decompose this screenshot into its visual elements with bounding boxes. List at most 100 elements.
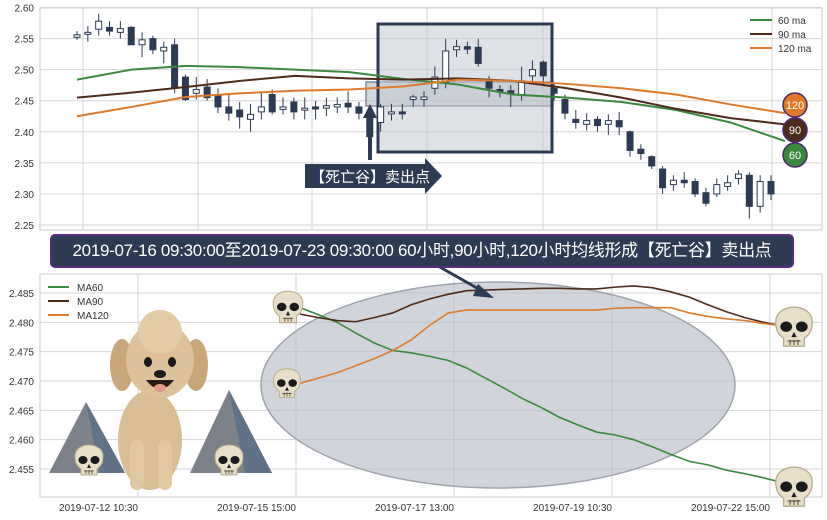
candle [301, 107, 309, 111]
mountain-illustration [49, 390, 272, 473]
candle [247, 113, 254, 120]
line-MA120 [299, 306, 783, 385]
y-tick-label: 2.475 [9, 348, 34, 359]
candle [615, 120, 623, 128]
y-tick-label: 2.480 [9, 318, 34, 329]
end-badge [782, 92, 808, 118]
y-tick-label: 2.35 [15, 159, 35, 170]
candle [463, 46, 471, 50]
ma-line-120-ma [76, 78, 786, 118]
skull-icon [775, 466, 813, 507]
y-tick-label: 2.45 [15, 97, 35, 108]
bottom-x-axis: 2019-07-12 10:30 2019-07-15 15:00 2019-07-… [59, 503, 770, 514]
candle [626, 131, 634, 151]
y-tick-label: 2.50 [15, 66, 35, 77]
candle [268, 94, 276, 113]
candle [734, 173, 742, 179]
candle [691, 181, 699, 195]
y-tick-label: 2.455 [9, 465, 34, 476]
candle [767, 181, 775, 195]
y-tick-label: 2.55 [15, 35, 35, 46]
y-tick-label: 2.470 [9, 377, 34, 388]
candle [572, 118, 580, 123]
candle [160, 46, 168, 52]
candle [442, 50, 450, 83]
top-y-axis: 2.25 2.30 2.35 2.40 2.45 2.50 2.55 2.60 [15, 4, 35, 233]
sell-point-label: 【死亡谷】卖出点 [305, 158, 442, 194]
dog-illustration [110, 310, 208, 490]
end-badge-label: 120 [786, 100, 804, 112]
candle [713, 184, 721, 195]
legend-label: 120 ma [778, 44, 812, 55]
y-tick-label: 2.60 [15, 4, 35, 15]
candle [84, 31, 92, 35]
candle [387, 111, 395, 115]
candle [333, 103, 341, 108]
x-tick-label: 2019-07-12 10:30 [59, 503, 138, 514]
up-arrow-icon [363, 104, 377, 160]
x-tick-label: 2019-07-19 10:30 [533, 503, 612, 514]
death-valley-box [376, 22, 554, 154]
candle [594, 118, 601, 127]
y-tick-label: 2.30 [15, 190, 35, 201]
legend-label: MA60 [77, 283, 104, 294]
candles [73, 13, 775, 219]
top-legend: 60 ma 90 ma 120 ma [750, 16, 812, 55]
y-tick-label: 2.460 [9, 436, 34, 447]
sell-point-text: 【死亡谷】卖出点 [310, 169, 430, 186]
y-tick-label: 2.465 [9, 406, 34, 417]
candle [474, 46, 482, 64]
ma-line-90-ma [76, 74, 786, 126]
candle [485, 80, 493, 89]
candle [312, 106, 320, 110]
ma-line-60-ma [76, 64, 786, 143]
legend-label: MA90 [77, 297, 104, 308]
candle [138, 39, 146, 46]
death-valley-banner: 2019-07-16 09:30:00至2019-07-23 09:30:00 … [50, 234, 794, 268]
candle [322, 105, 330, 109]
y-tick-label: 2.40 [15, 128, 35, 139]
candle [203, 86, 211, 99]
y-tick-label: 2.25 [15, 221, 35, 232]
candle [453, 46, 461, 51]
candle [659, 168, 667, 189]
legend-label: 90 ma [778, 30, 806, 41]
candle [398, 111, 406, 115]
candle [106, 26, 114, 32]
candle [95, 20, 103, 30]
legend-label: 60 ma [778, 16, 806, 27]
line-MA60 [299, 306, 783, 484]
candle [550, 87, 558, 94]
top-grid [40, 7, 822, 230]
candle [257, 106, 265, 113]
top-chart: 2.25 2.30 2.35 2.40 2.45 2.50 2.55 2.60 【死亡谷】卖出… [15, 4, 823, 233]
candle [127, 26, 135, 46]
candle [192, 89, 200, 94]
candle [539, 61, 547, 77]
candle [637, 148, 645, 155]
candle [409, 96, 417, 100]
x-tick-label: 2019-07-15 15:00 [217, 503, 296, 514]
end-badges: 120 90 60 [782, 92, 808, 168]
line-MA90 [299, 285, 783, 327]
end-badge-label: 60 [789, 150, 801, 162]
candle [756, 181, 764, 207]
candle [528, 69, 536, 77]
candle [344, 102, 352, 108]
candle [73, 34, 81, 38]
bottom-chart: 2.455 2.460 2.465 2.470 2.475 2.480 2.485 2019… [9, 273, 823, 514]
candle [669, 179, 677, 186]
banner-pointer-arrow [437, 264, 494, 298]
candle [279, 106, 287, 110]
candle [225, 106, 233, 114]
bottom-ma-lines [299, 285, 783, 484]
candle [377, 106, 385, 123]
end-badge [782, 142, 808, 168]
candle [420, 96, 428, 100]
bottom-y-axis: 2.455 2.460 2.465 2.470 2.475 2.480 2.485 [9, 289, 34, 476]
bottom-legend: MA60 MA90 MA120 [48, 283, 109, 322]
candle [583, 120, 591, 125]
candle [745, 174, 753, 207]
end-badge [782, 117, 808, 143]
